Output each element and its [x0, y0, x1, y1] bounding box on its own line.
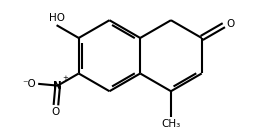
- Text: O: O: [226, 19, 234, 29]
- Text: CH₃: CH₃: [161, 119, 181, 129]
- Text: HO: HO: [48, 13, 65, 23]
- Text: N: N: [53, 81, 62, 91]
- Text: +: +: [62, 75, 68, 81]
- Text: O: O: [52, 107, 60, 117]
- Text: ⁻O: ⁻O: [23, 79, 36, 89]
